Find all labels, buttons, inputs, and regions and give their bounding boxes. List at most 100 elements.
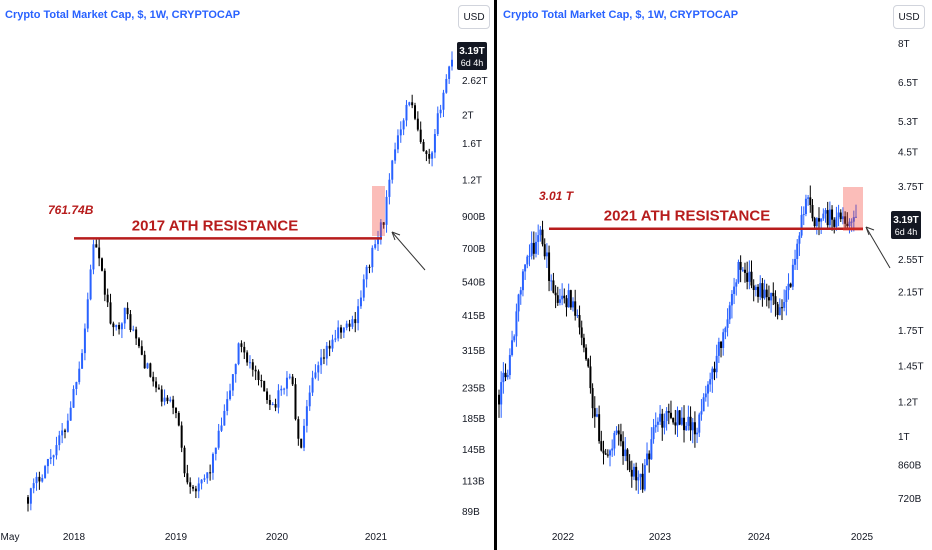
candle-body	[72, 388, 75, 408]
candle-body	[180, 425, 183, 448]
candle-body	[763, 289, 766, 299]
candle-body	[254, 369, 257, 372]
candle-body	[422, 141, 425, 152]
y-tick-label: 720B	[898, 494, 922, 505]
candle-body	[340, 327, 343, 333]
pointer-arrowhead	[865, 226, 875, 236]
candle-body	[140, 346, 143, 355]
candle-body	[730, 293, 733, 306]
candle-body	[765, 289, 768, 298]
candle-body	[69, 407, 72, 421]
y-tick-label: 4.5T	[898, 148, 918, 159]
candle-body	[103, 270, 106, 295]
candle-body	[648, 453, 651, 460]
candle-body	[371, 247, 374, 268]
resistance-label: 2021 ATH RESISTANCE	[604, 208, 770, 225]
candle-body	[733, 286, 736, 294]
candle-body	[822, 213, 825, 219]
candle-body	[251, 362, 254, 370]
candle-body	[451, 59, 453, 67]
candle-body	[809, 197, 812, 206]
candle-body	[206, 472, 209, 479]
candle-body	[754, 286, 757, 291]
candle-body	[691, 422, 694, 431]
candle-body	[508, 355, 511, 376]
candle-body	[297, 419, 300, 439]
candle-body	[186, 473, 189, 483]
y-tick-label: 2.15T	[898, 287, 924, 298]
candle-body	[63, 430, 66, 432]
candle-body	[717, 341, 720, 356]
candle-body	[155, 381, 158, 388]
left-chart-svg: 3.4T2.62T2T1.6T1.2T900B700B540B415B315B2…	[1, 42, 488, 543]
candle-body	[217, 430, 220, 448]
candle-body	[739, 261, 742, 270]
candle-body	[537, 235, 540, 242]
candle-body	[578, 315, 581, 328]
candle-body	[285, 377, 288, 389]
candle-body	[143, 354, 146, 369]
y-tick-label: 8T	[898, 39, 910, 50]
candle-body	[331, 339, 334, 349]
candle-body	[698, 414, 701, 433]
candle-body	[813, 218, 816, 227]
candle-body	[328, 345, 331, 349]
candle-body	[502, 372, 505, 383]
left-currency-button[interactable]: USD	[458, 5, 490, 29]
candle-body	[399, 129, 402, 136]
candle-body	[223, 410, 226, 426]
candle-body	[685, 425, 688, 431]
candle-body	[702, 397, 705, 412]
candle-body	[240, 343, 243, 347]
candle-body	[394, 149, 397, 161]
candle-body	[288, 376, 291, 378]
candle-body	[38, 476, 41, 482]
candle-body	[550, 280, 553, 282]
candle-body	[846, 223, 849, 227]
candle-body	[95, 244, 98, 248]
candle-body	[498, 394, 500, 405]
candle-body	[820, 218, 823, 222]
right-currency-button[interactable]: USD	[893, 5, 925, 29]
candle-body	[517, 294, 520, 312]
candle-body	[294, 384, 297, 420]
candle-body	[665, 411, 668, 421]
candle-body	[320, 357, 323, 366]
candle-body	[439, 109, 442, 114]
candle-body	[630, 469, 633, 477]
pointer-arrow	[865, 226, 891, 269]
candle-body	[654, 424, 657, 428]
candle-body	[650, 439, 653, 460]
candle-body	[774, 296, 777, 305]
candle-body	[337, 327, 340, 339]
candle-body	[61, 430, 64, 436]
candle-body	[796, 243, 799, 259]
candle-body	[402, 120, 405, 130]
candle-body	[565, 298, 568, 308]
candle-body	[431, 152, 434, 159]
candle-body	[194, 488, 197, 492]
current-price-value: 3.19T	[459, 46, 485, 57]
candle-body	[237, 343, 240, 365]
candle-body	[120, 323, 123, 330]
candle-body	[86, 299, 89, 329]
candle-body	[706, 384, 709, 394]
candle-body	[548, 252, 551, 281]
candle-body	[317, 365, 320, 373]
candle-body	[357, 306, 360, 324]
candle-body	[576, 315, 579, 317]
candle-body	[263, 380, 266, 392]
candle-body	[687, 416, 690, 426]
candle-body	[728, 305, 731, 320]
candle-body	[334, 338, 337, 340]
candle-body	[626, 449, 629, 462]
y-tick-label: 89B	[462, 507, 480, 518]
candle-body	[852, 217, 855, 222]
candle-body	[669, 412, 672, 418]
candle-body	[266, 391, 269, 400]
candle-body	[146, 363, 149, 369]
candle-body	[274, 404, 277, 408]
candle-body	[848, 221, 851, 227]
panel-divider	[494, 0, 497, 550]
left-chart-title: Crypto Total Market Cap, $, 1W, CRYPTOCA…	[5, 9, 241, 21]
